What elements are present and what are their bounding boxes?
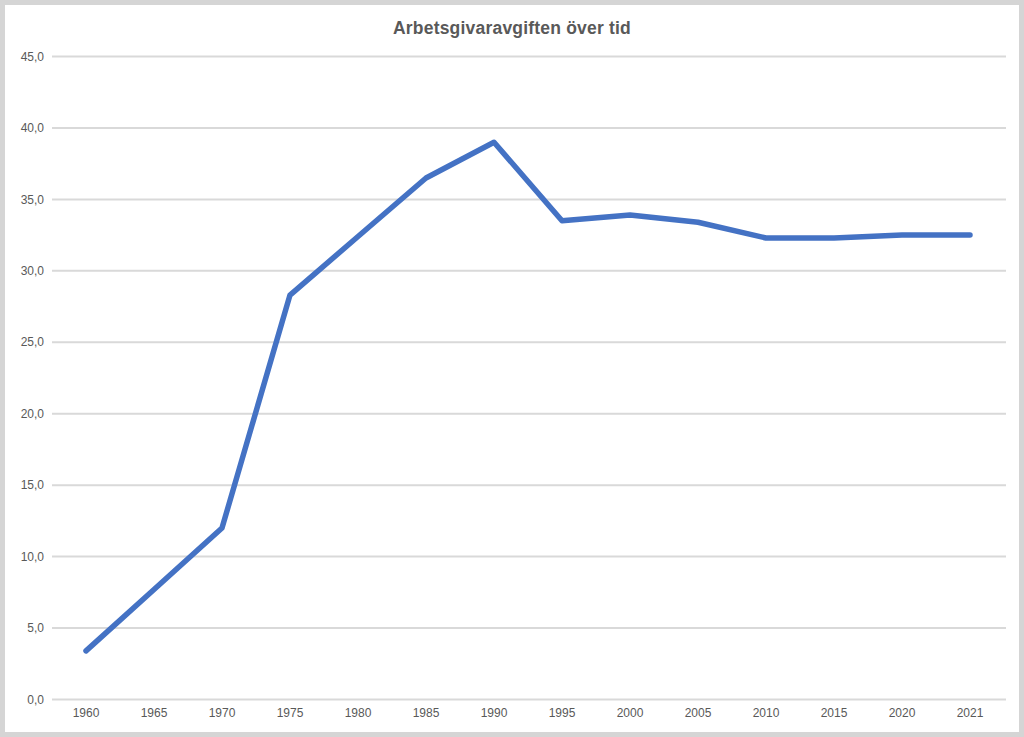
y-axis-tick-label: 15,0 (21, 478, 45, 492)
x-axis-tick-label: 1965 (141, 706, 168, 720)
x-axis-tick-label: 2010 (753, 706, 780, 720)
x-axis-tick-label: 1975 (277, 706, 304, 720)
y-axis-tick-label: 5,0 (27, 621, 44, 635)
y-axis-tick-label: 20,0 (21, 407, 45, 421)
data-line-arbetsgivaravgift (86, 142, 970, 651)
y-axis-tick-label: 0,0 (27, 693, 44, 707)
y-axis-tick-label: 25,0 (21, 335, 45, 349)
x-axis-tick-label: 1995 (549, 706, 576, 720)
x-axis-tick-label: 1970 (209, 706, 236, 720)
y-axis-tick-label: 30,0 (21, 264, 45, 278)
y-axis-tick-label: 45,0 (21, 50, 45, 64)
y-axis-tick-label: 40,0 (21, 121, 45, 135)
line-chart-plot-area: 0,0 5,0 10,0 15,0 20,0 25,0 30,0 35,0 40,0 45,0 19… (0, 0, 1024, 737)
x-axis-tick-label: 2015 (821, 706, 848, 720)
x-axis-tick-label: 2020 (889, 706, 916, 720)
y-axis-tick-label: 35,0 (21, 193, 45, 207)
y-axis-tick-label: 10,0 (21, 550, 45, 564)
x-axis-tick-label: 2000 (617, 706, 644, 720)
x-axis-tick-label: 2021 (957, 706, 984, 720)
x-axis-tick-label: 1960 (73, 706, 100, 720)
x-axis-tick-label: 1985 (413, 706, 440, 720)
x-axis-tick-label: 1980 (345, 706, 372, 720)
x-axis-tick-label: 1990 (481, 706, 508, 720)
x-axis-tick-label: 2005 (685, 706, 712, 720)
